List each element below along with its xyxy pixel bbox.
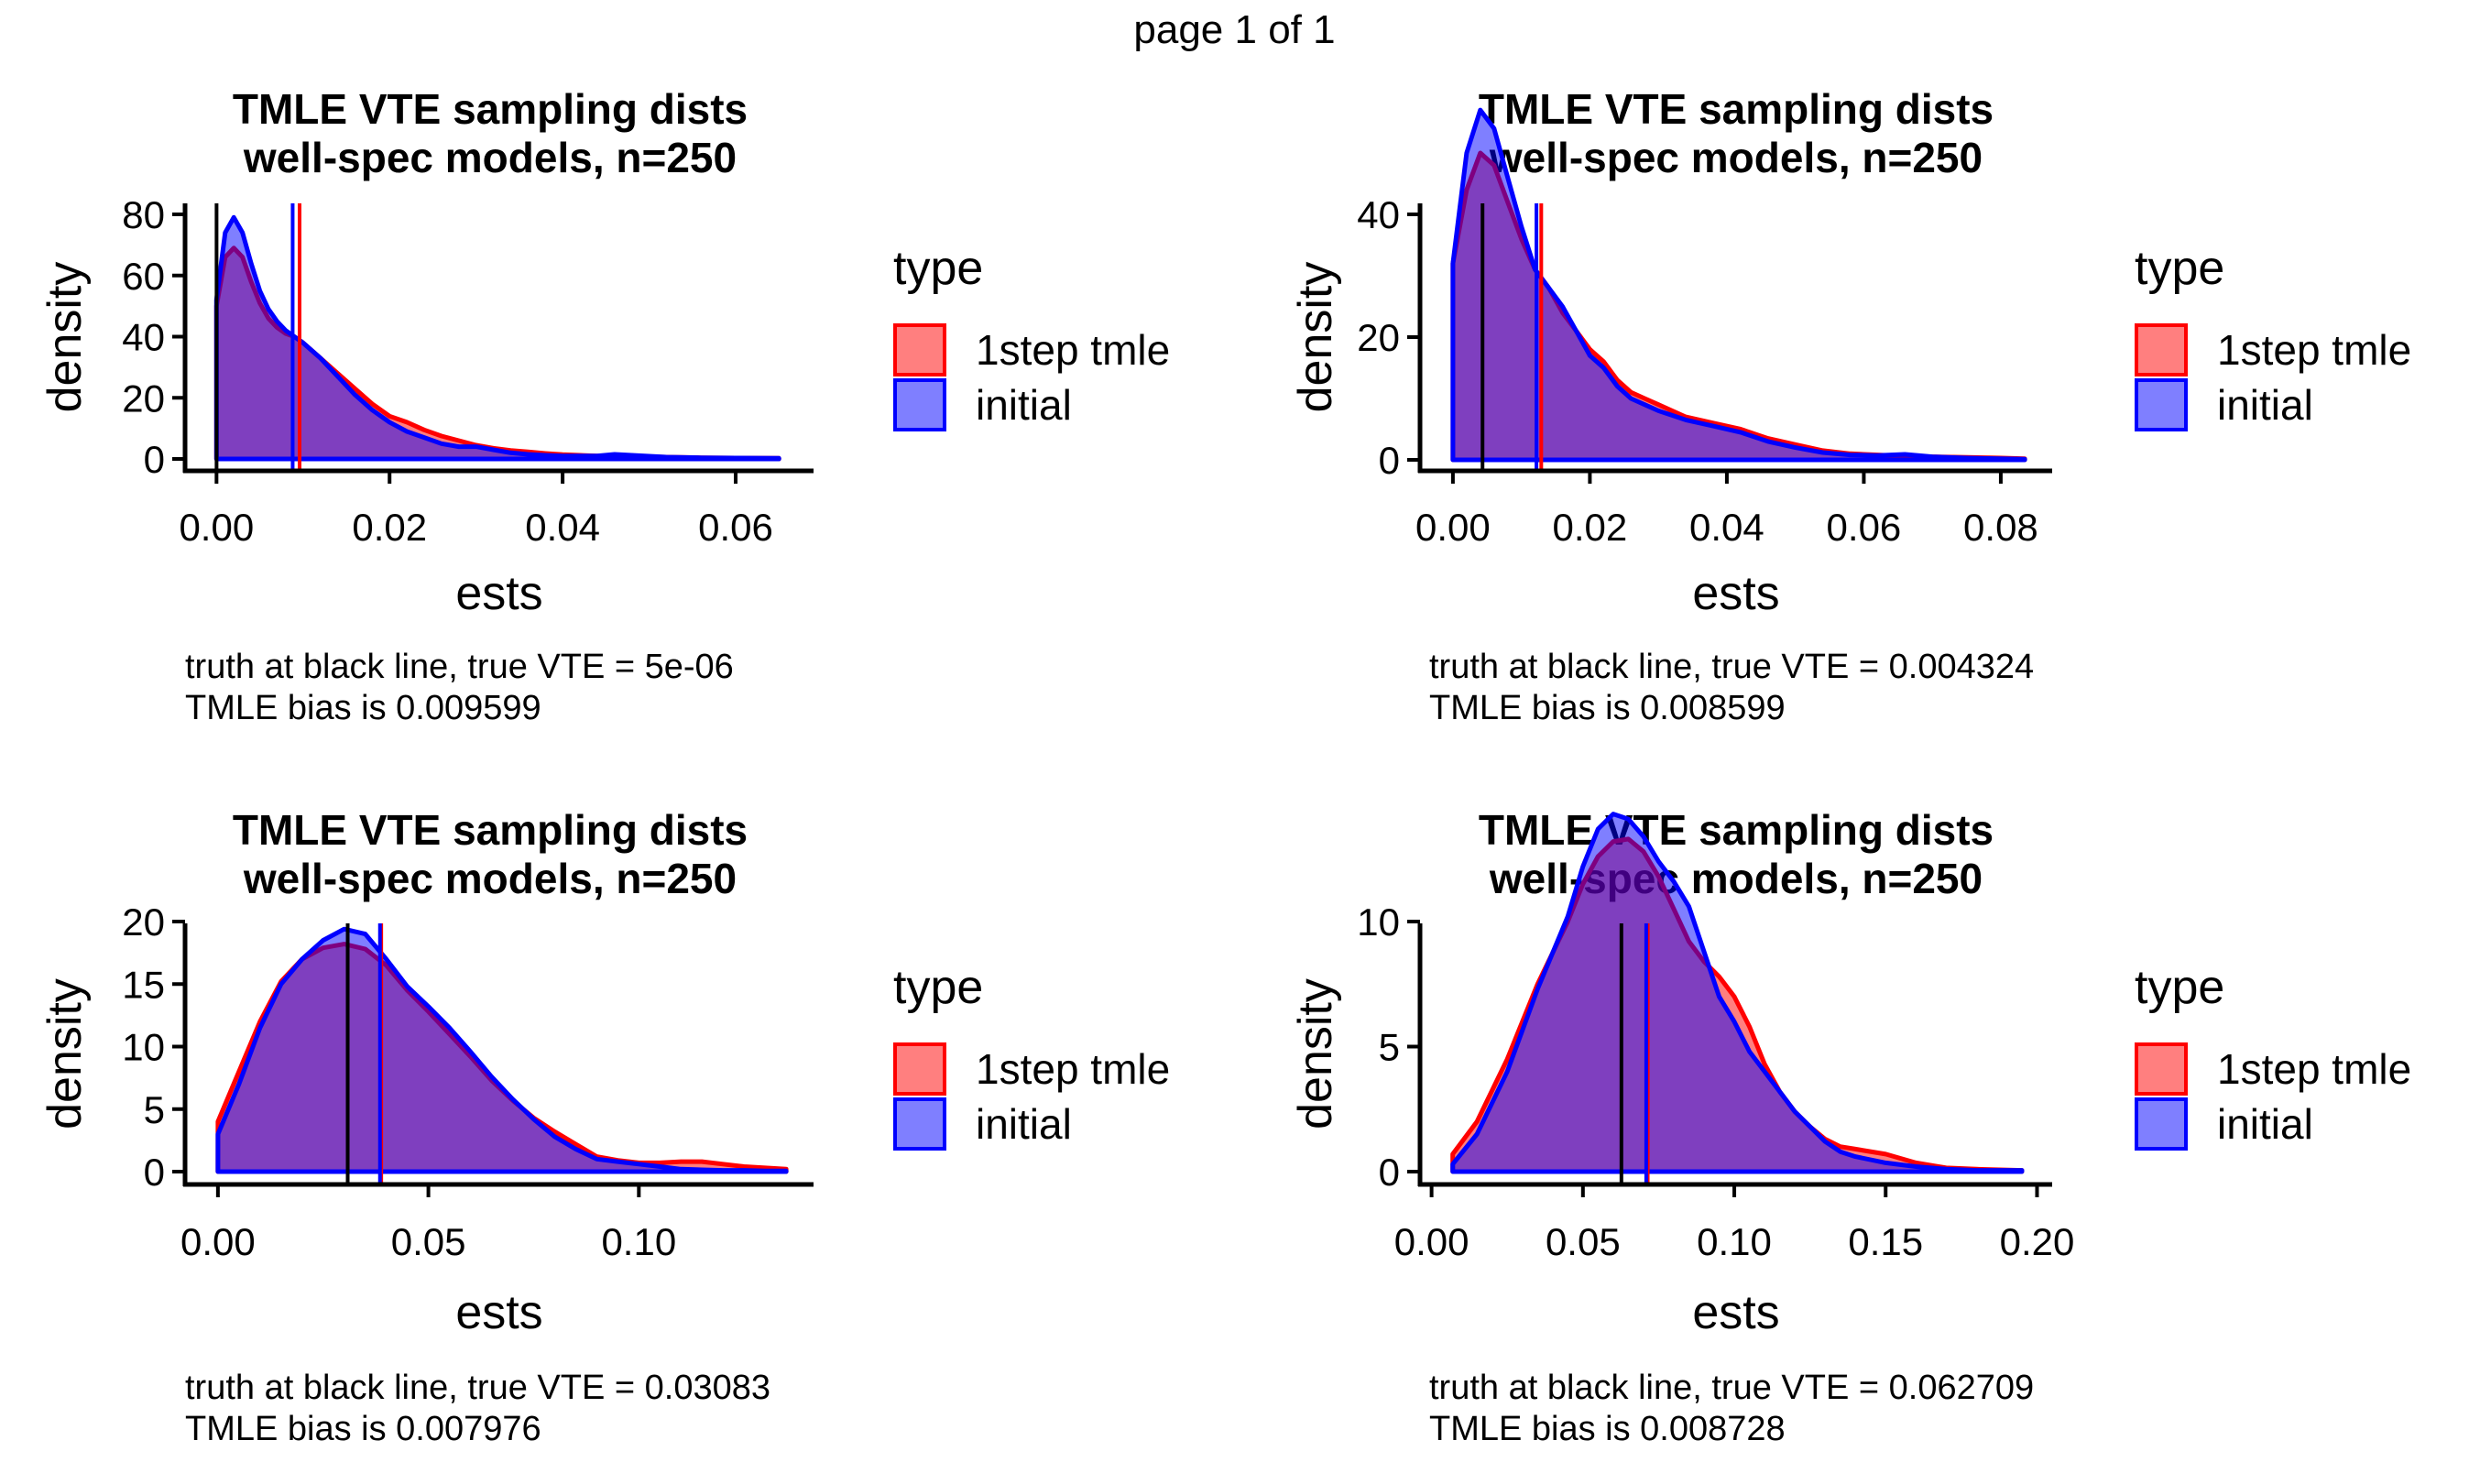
y-tick-label: 40: [122, 316, 165, 359]
y-tick-label: 5: [144, 1088, 165, 1131]
x-axis-label: ests: [1692, 567, 1779, 620]
chart-caption-line: TMLE bias is 0.008599: [1429, 689, 1786, 727]
legend-label-initial: initial: [976, 1100, 1072, 1148]
y-tick-label: 15: [122, 963, 165, 1006]
density-area-initial: [213, 214, 781, 462]
legend-swatch-initial: [893, 378, 946, 431]
legend-title: type: [893, 961, 983, 1014]
y-axis-label: density: [1289, 262, 1342, 413]
legend: type 1step tmle initial: [893, 961, 1170, 1151]
legend-label-tmle: 1step tmle: [976, 326, 1170, 374]
y-tick-label: 10: [122, 1026, 165, 1069]
y-tick-label: 80: [122, 193, 165, 236]
y-tick-label: 20: [1357, 316, 1400, 359]
legend-swatch-tmle: [893, 323, 946, 376]
legend-title: type: [893, 242, 983, 295]
chart-caption-line: truth at black line, true VTE = 0.03083: [185, 1369, 770, 1407]
x-tick-label: 0.05: [1546, 1220, 1621, 1263]
legend-swatch-initial: [893, 1097, 946, 1151]
chart-caption-line: truth at black line, true VTE = 0.062709: [1429, 1369, 2034, 1407]
x-axis-label: ests: [1692, 1286, 1779, 1339]
y-tick-label: 0: [144, 438, 165, 481]
legend-label-initial: initial: [2217, 381, 2313, 429]
x-tick-label: 0.06: [698, 506, 773, 549]
legend: type 1step tmle initial: [893, 242, 1170, 431]
chart-caption-line: TMLE bias is 0.008728: [1429, 1410, 1786, 1448]
density-area-initial: [215, 926, 789, 1174]
chart-caption-line: truth at black line, true VTE = 5e-06: [185, 648, 734, 686]
x-tick-label: 0.05: [391, 1220, 466, 1263]
chart-title-line: TMLE VTE sampling dists: [1479, 806, 1994, 854]
page-indicator: page 1 of 1: [1133, 7, 1336, 52]
legend-swatch-tmle: [2135, 323, 2188, 376]
x-tick-label: 0.20: [2000, 1220, 2075, 1263]
chart-caption-line: TMLE bias is 0.007976: [185, 1410, 541, 1448]
legend-label-tmle: 1step tmle: [2217, 1045, 2411, 1093]
density-area-initial: [1450, 812, 2025, 1174]
x-axis-label: ests: [455, 1286, 542, 1339]
legend-swatch-tmle: [2135, 1042, 2188, 1096]
legend-label-tmle: 1step tmle: [976, 1045, 1170, 1093]
y-tick-label: 0: [1379, 1151, 1400, 1194]
x-tick-label: 0.15: [1848, 1220, 1923, 1263]
density-area-initial: [1450, 107, 2027, 463]
legend-label-initial: initial: [976, 381, 1072, 429]
legend-swatch-tmle: [893, 1042, 946, 1096]
chart-title-line: well-spec models, n=250: [1489, 855, 1983, 902]
x-tick-label: 0.00: [1415, 506, 1491, 549]
chart-caption-line: TMLE bias is 0.009599: [185, 689, 541, 727]
chart-title-line: TMLE VTE sampling dists: [1479, 85, 1994, 133]
x-tick-label: 0.02: [352, 506, 427, 549]
x-tick-label: 0.04: [525, 506, 600, 549]
x-tick-label: 0.02: [1553, 506, 1628, 549]
chart-caption-line: truth at black line, true VTE = 0.004324: [1429, 648, 2034, 686]
y-tick-label: 20: [122, 376, 165, 420]
y-axis-label: density: [38, 978, 92, 1129]
legend: type 1step tmle initial: [2135, 961, 2411, 1151]
chart-title-line: well-spec models, n=250: [243, 134, 737, 181]
y-tick-label: 10: [1357, 900, 1400, 944]
y-tick-label: 0: [144, 1151, 165, 1194]
legend-swatch-initial: [2135, 378, 2188, 431]
x-tick-label: 0.06: [1827, 506, 1902, 549]
x-tick-label: 0.00: [179, 506, 254, 549]
x-tick-label: 0.08: [1963, 506, 2038, 549]
legend-title: type: [2135, 961, 2224, 1014]
legend-label-initial: initial: [2217, 1100, 2313, 1148]
y-tick-label: 60: [122, 255, 165, 298]
x-axis-label: ests: [455, 567, 542, 620]
chart-title-line: TMLE VTE sampling dists: [233, 85, 748, 133]
y-tick-label: 20: [122, 900, 165, 944]
legend-swatch-initial: [2135, 1097, 2188, 1151]
x-tick-label: 0.04: [1689, 506, 1764, 549]
y-tick-label: 40: [1357, 193, 1400, 236]
x-tick-label: 0.10: [1697, 1220, 1772, 1263]
x-tick-label: 0.10: [601, 1220, 676, 1263]
x-tick-label: 0.00: [1394, 1220, 1469, 1263]
chart-title-line: well-spec models, n=250: [243, 855, 737, 902]
y-tick-label: 5: [1379, 1026, 1400, 1069]
chart-title-line: TMLE VTE sampling dists: [233, 806, 748, 854]
y-axis-label: density: [1289, 978, 1342, 1129]
chart-title-line: well-spec models, n=250: [1489, 134, 1983, 181]
y-axis-label: density: [38, 262, 92, 413]
legend-title: type: [2135, 242, 2224, 295]
legend-label-tmle: 1step tmle: [2217, 326, 2411, 374]
x-tick-label: 0.00: [180, 1220, 256, 1263]
legend: type 1step tmle initial: [2135, 242, 2411, 431]
y-tick-label: 0: [1379, 439, 1400, 482]
